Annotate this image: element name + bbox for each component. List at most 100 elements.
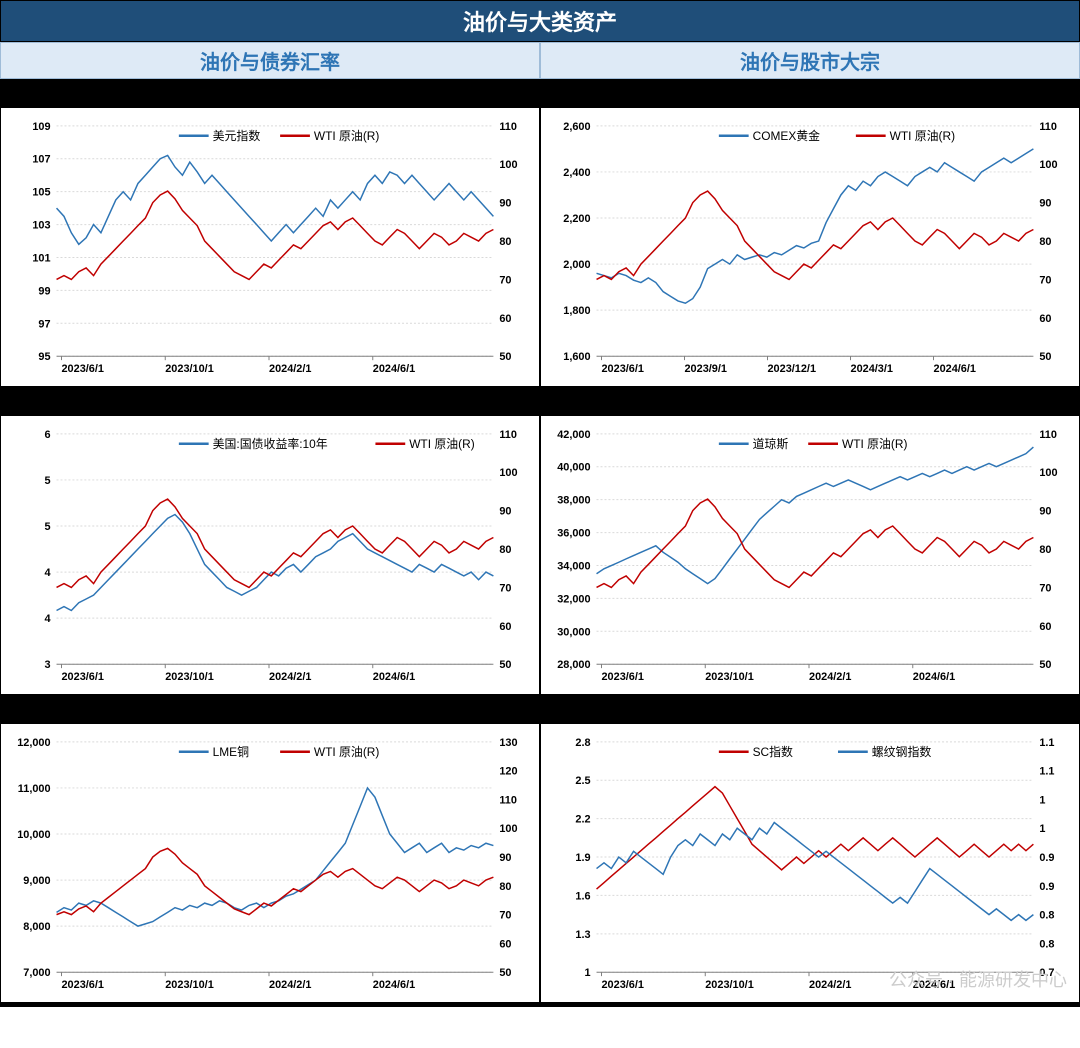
svg-text:110: 110 [499,121,517,133]
svg-text:100: 100 [1039,467,1057,479]
svg-text:95: 95 [38,351,50,363]
svg-text:42,000: 42,000 [557,429,590,441]
svg-text:2023/10/1: 2023/10/1 [165,671,214,683]
svg-text:螺纹钢指数: 螺纹钢指数 [872,745,932,759]
svg-text:32,000: 32,000 [557,593,590,605]
svg-text:130: 130 [499,737,517,749]
svg-text:36,000: 36,000 [557,528,590,540]
svg-text:2023/6/1: 2023/6/1 [62,671,104,683]
svg-text:2024/2/1: 2024/2/1 [269,979,311,991]
svg-text:WTI 原油(R): WTI 原油(R) [890,129,956,143]
svg-text:60: 60 [499,313,511,325]
svg-text:2024/2/1: 2024/2/1 [809,671,851,683]
svg-text:50: 50 [1039,351,1051,363]
svg-text:105: 105 [32,187,50,199]
svg-text:WTI 原油(R): WTI 原油(R) [314,129,380,143]
chart-dollar-index: 9597991011031051071095060708090100110202… [0,107,540,387]
svg-text:2023/9/1: 2023/9/1 [685,363,727,375]
svg-text:0.8: 0.8 [1039,938,1054,950]
svg-text:2023/10/1: 2023/10/1 [165,363,214,375]
svg-text:60: 60 [499,938,511,950]
svg-text:50: 50 [499,659,511,671]
svg-text:2023/6/1: 2023/6/1 [62,979,104,991]
svg-text:0.7: 0.7 [1039,967,1054,979]
svg-text:60: 60 [1039,313,1051,325]
svg-text:100: 100 [1039,159,1057,171]
svg-text:WTI 原油(R): WTI 原油(R) [314,745,380,759]
svg-text:97: 97 [38,318,50,330]
svg-text:2023/10/1: 2023/10/1 [705,671,754,683]
svg-text:2023/6/1: 2023/6/1 [602,979,644,991]
separator [0,695,1080,723]
svg-text:美元指数: 美元指数 [213,129,261,143]
svg-text:100: 100 [499,823,517,835]
svg-text:90: 90 [499,506,511,518]
svg-text:107: 107 [32,154,50,166]
svg-text:WTI 原油(R): WTI 原油(R) [842,437,908,451]
svg-text:1,800: 1,800 [563,305,590,317]
svg-text:7,000: 7,000 [23,967,50,979]
chart-us-10y: 34455650607080901001102023/6/12023/10/12… [0,415,540,695]
svg-text:1: 1 [1039,794,1045,806]
svg-text:2,000: 2,000 [563,259,590,271]
svg-text:110: 110 [1039,121,1057,133]
svg-text:109: 109 [32,121,50,133]
svg-text:5: 5 [45,475,51,487]
svg-text:2023/6/1: 2023/6/1 [602,363,644,375]
main-title: 油价与大类资产 [0,0,1080,42]
separator [0,387,1080,415]
svg-text:60: 60 [499,621,511,633]
svg-text:70: 70 [499,582,511,594]
svg-text:2.2: 2.2 [575,814,590,826]
svg-text:70: 70 [1039,274,1051,286]
svg-text:80: 80 [499,544,511,556]
svg-text:美国:国债收益率:10年: 美国:国债收益率:10年 [213,437,328,451]
svg-text:4: 4 [45,567,51,579]
svg-text:2024/6/1: 2024/6/1 [913,671,955,683]
svg-text:50: 50 [1039,659,1051,671]
svg-text:70: 70 [1039,582,1051,594]
svg-text:5: 5 [45,521,51,533]
svg-text:2023/10/1: 2023/10/1 [165,979,214,991]
chart-comex-gold: 1,6001,8002,0002,2002,4002,6005060708090… [540,107,1080,387]
svg-text:9,000: 9,000 [23,875,50,887]
svg-text:34,000: 34,000 [557,560,590,572]
svg-text:28,000: 28,000 [557,659,590,671]
svg-text:99: 99 [38,285,50,297]
svg-text:2024/6/1: 2024/6/1 [373,363,415,375]
svg-text:2024/2/1: 2024/2/1 [269,671,311,683]
svg-text:30,000: 30,000 [557,626,590,638]
svg-text:12,000: 12,000 [17,737,50,749]
svg-text:2,600: 2,600 [563,121,590,133]
svg-text:2.5: 2.5 [575,775,590,787]
svg-text:0.9: 0.9 [1039,852,1054,864]
svg-text:90: 90 [1039,506,1051,518]
svg-text:2024/6/1: 2024/6/1 [913,979,955,991]
svg-text:2,200: 2,200 [563,213,590,225]
svg-text:80: 80 [1039,236,1051,248]
svg-text:10,000: 10,000 [17,829,50,841]
svg-text:1: 1 [1039,823,1045,835]
svg-text:0.9: 0.9 [1039,881,1054,893]
svg-text:1.6: 1.6 [575,890,590,902]
svg-text:90: 90 [499,852,511,864]
svg-text:60: 60 [1039,621,1051,633]
subtitle-left: 油价与债券汇率 [0,42,540,79]
svg-text:100: 100 [499,159,517,171]
chart-dow-jones: 28,00030,00032,00034,00036,00038,00040,0… [540,415,1080,695]
svg-text:110: 110 [499,429,517,441]
subtitle-right: 油价与股市大宗 [540,42,1080,79]
svg-text:80: 80 [499,236,511,248]
svg-text:38,000: 38,000 [557,495,590,507]
svg-text:110: 110 [1039,429,1057,441]
svg-text:101: 101 [32,252,50,264]
svg-text:110: 110 [499,794,517,806]
svg-text:70: 70 [499,274,511,286]
svg-text:0.8: 0.8 [1039,910,1054,922]
svg-text:80: 80 [499,881,511,893]
svg-text:70: 70 [499,910,511,922]
subtitle-row: 油价与债券汇率 油价与股市大宗 [0,42,1080,79]
svg-text:90: 90 [1039,198,1051,210]
svg-text:SC指数: SC指数 [753,745,793,759]
chart-sc-rebar: 11.31.61.92.22.52.80.70.80.80.90.9111.11… [540,723,1080,1003]
